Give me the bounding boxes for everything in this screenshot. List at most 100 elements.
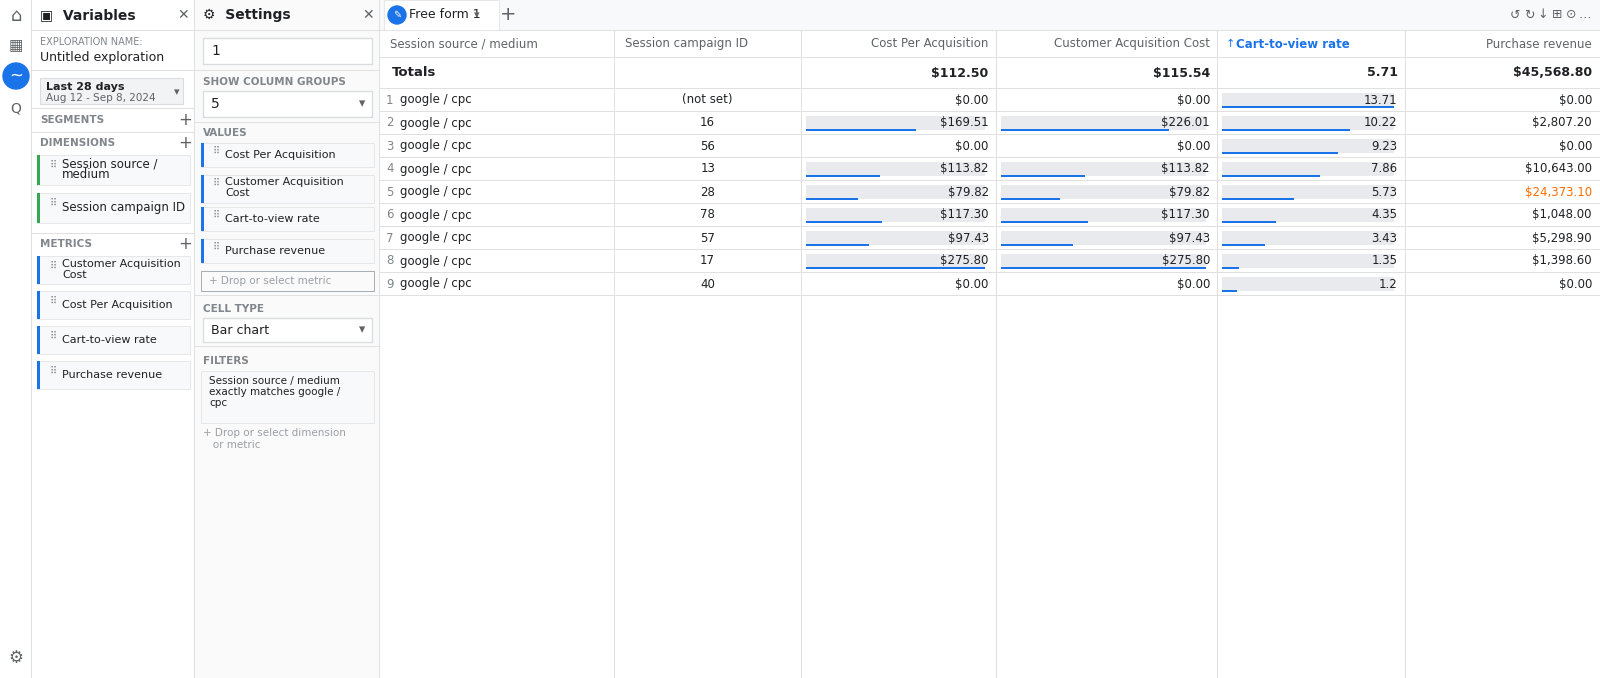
Text: Session source / medium: Session source / medium — [210, 376, 339, 386]
Bar — [37, 155, 40, 185]
Text: 17: 17 — [701, 254, 715, 268]
Bar — [806, 244, 869, 246]
Bar — [806, 116, 915, 130]
Text: 1.2: 1.2 — [1379, 277, 1398, 290]
Text: $10,643.00: $10,643.00 — [1525, 163, 1592, 176]
Text: Free form 1: Free form 1 — [410, 9, 480, 22]
Text: $0.00: $0.00 — [1558, 277, 1592, 290]
Text: SEGMENTS: SEGMENTS — [40, 115, 104, 125]
Text: $117.30: $117.30 — [941, 209, 989, 222]
Text: Session source /: Session source / — [62, 157, 157, 170]
Bar — [381, 57, 1600, 58]
Bar — [381, 0, 1600, 30]
Text: 1: 1 — [211, 44, 219, 58]
Text: +: + — [499, 5, 517, 24]
Bar — [806, 198, 858, 200]
Text: ▾: ▾ — [358, 98, 365, 111]
Text: ↑: ↑ — [1226, 39, 1235, 49]
Text: ⚙: ⚙ — [8, 649, 24, 667]
Bar — [202, 207, 374, 231]
Bar — [381, 272, 1600, 273]
Text: DIMENSIONS: DIMENSIONS — [40, 138, 115, 148]
Bar — [32, 233, 195, 234]
Text: $79.82: $79.82 — [947, 186, 989, 199]
Text: 9.23: 9.23 — [1371, 140, 1398, 153]
Text: (not set): (not set) — [682, 94, 733, 106]
Bar — [1000, 231, 1206, 245]
Text: Cost: Cost — [62, 270, 86, 280]
Text: ⠿: ⠿ — [213, 242, 221, 252]
Text: ✎: ✎ — [394, 10, 402, 20]
Text: $2,807.20: $2,807.20 — [1533, 117, 1592, 129]
Bar — [381, 158, 1600, 180]
Bar — [381, 227, 1600, 249]
Bar — [1222, 267, 1238, 269]
Text: google / cpc: google / cpc — [400, 254, 472, 268]
Text: 10.22: 10.22 — [1363, 117, 1398, 129]
Text: $113.82: $113.82 — [1162, 163, 1210, 176]
Bar — [381, 157, 1600, 158]
Bar — [203, 318, 371, 342]
Text: ⊙: ⊙ — [1566, 9, 1576, 22]
Text: google / cpc: google / cpc — [400, 186, 472, 199]
Text: Q: Q — [11, 101, 21, 115]
Bar — [381, 30, 1600, 31]
Text: 13: 13 — [701, 163, 715, 176]
Bar — [381, 135, 1600, 157]
Text: $1,398.60: $1,398.60 — [1533, 254, 1592, 268]
Bar — [202, 143, 205, 167]
Text: 3.43: 3.43 — [1371, 231, 1398, 245]
Text: $226.01: $226.01 — [1162, 117, 1210, 129]
Bar — [806, 254, 984, 268]
Bar — [381, 204, 1600, 226]
Text: Customer Acquisition Cost: Customer Acquisition Cost — [1054, 37, 1210, 50]
Bar — [1222, 139, 1338, 153]
Bar — [381, 111, 1600, 112]
Text: google / cpc: google / cpc — [400, 163, 472, 176]
Bar — [32, 108, 195, 109]
Bar — [1222, 152, 1338, 154]
Bar — [37, 326, 190, 354]
Bar — [1222, 116, 1350, 130]
Text: 4: 4 — [386, 163, 394, 176]
Bar — [806, 175, 880, 177]
Text: Cart-to-view rate: Cart-to-view rate — [1235, 37, 1350, 50]
Circle shape — [387, 6, 406, 24]
Text: or metric: or metric — [203, 440, 261, 450]
Bar — [32, 0, 195, 678]
Bar — [806, 231, 869, 245]
Text: ↻: ↻ — [1523, 9, 1534, 22]
Bar — [806, 185, 984, 199]
Text: ⠿: ⠿ — [50, 261, 58, 271]
Bar — [1222, 277, 1237, 291]
Bar — [1000, 116, 1170, 130]
Bar — [1222, 93, 1394, 107]
Bar — [37, 326, 40, 354]
Bar — [32, 70, 195, 71]
Text: $0.00: $0.00 — [955, 140, 989, 153]
Text: 56: 56 — [701, 140, 715, 153]
Text: $79.82: $79.82 — [1168, 186, 1210, 199]
Text: $169.51: $169.51 — [941, 117, 989, 129]
Bar — [381, 273, 1600, 295]
Bar — [806, 162, 984, 176]
Bar — [202, 239, 205, 263]
Text: 78: 78 — [701, 209, 715, 222]
Bar — [40, 78, 182, 104]
Text: $45,568.80: $45,568.80 — [1514, 66, 1592, 79]
Text: ▣  Variables: ▣ Variables — [40, 8, 136, 22]
Text: ~: ~ — [10, 67, 22, 85]
Bar — [1222, 290, 1237, 292]
Bar — [384, 0, 499, 30]
Text: $97.43: $97.43 — [947, 231, 989, 245]
Bar — [381, 89, 1600, 111]
Bar — [806, 208, 984, 222]
Bar — [1000, 185, 1061, 199]
Text: 9: 9 — [386, 277, 394, 290]
Bar — [1222, 185, 1394, 199]
Bar — [806, 267, 984, 269]
Text: ⠿: ⠿ — [50, 331, 58, 341]
Bar — [1000, 267, 1206, 269]
Bar — [37, 256, 190, 284]
Bar — [381, 249, 1600, 250]
